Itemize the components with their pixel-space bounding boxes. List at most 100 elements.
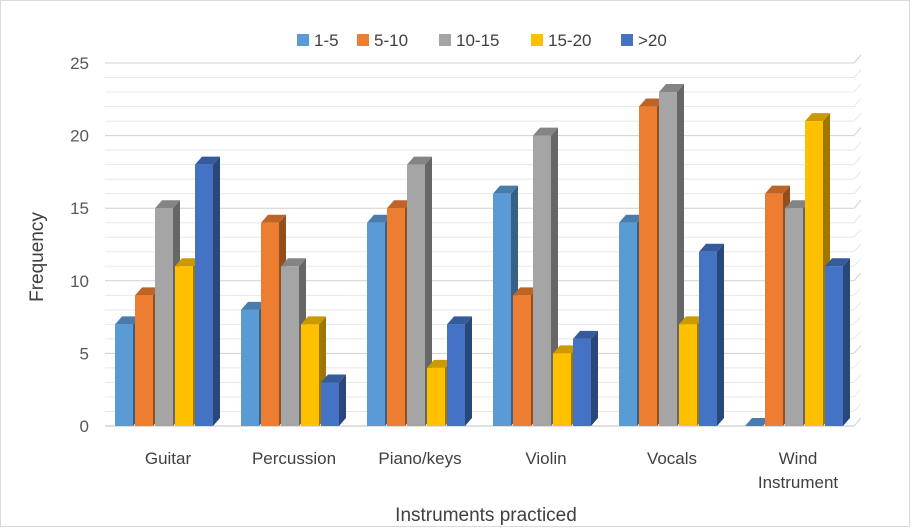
x-axis-labels: Guitar Percussion Piano/keys Violin Vocals Wi… <box>145 449 839 492</box>
bar-front <box>195 164 213 426</box>
bar-top <box>115 316 140 325</box>
x-tick-label: Instrument <box>758 473 839 492</box>
legend-label: >20 <box>638 31 667 50</box>
gridline-depth <box>853 69 862 78</box>
bar-front <box>573 338 591 426</box>
bar-top <box>619 214 644 223</box>
bar-front <box>679 324 697 426</box>
y-tick-label: 0 <box>80 417 89 436</box>
bar-front <box>639 106 657 426</box>
y-tick-label: 20 <box>70 127 89 146</box>
x-tick-label: Vocals <box>647 449 697 468</box>
bar-front <box>765 193 783 426</box>
legend-swatch <box>621 34 633 46</box>
bar <box>321 374 346 426</box>
gridline-depth <box>853 243 862 253</box>
bar-top <box>699 243 724 252</box>
gridline-depth <box>853 214 862 224</box>
bar-top <box>427 359 452 368</box>
bar-front <box>281 266 299 426</box>
gridline-depth <box>853 388 862 398</box>
bar-top <box>493 185 518 194</box>
bar-top <box>785 200 810 209</box>
bar-front <box>493 193 511 426</box>
x-tick-label: Guitar <box>145 449 192 468</box>
bar-front <box>447 324 465 426</box>
legend-label: 15-20 <box>548 31 591 50</box>
bar-front <box>175 266 193 426</box>
x-axis-title: Instruments practiced <box>395 505 577 526</box>
gridline-depth <box>853 228 862 238</box>
legend-label: 5-10 <box>374 31 408 50</box>
legend-item: 1-5 <box>297 31 339 50</box>
gridline-depth <box>853 316 862 325</box>
bar-top <box>573 330 598 339</box>
bar-front <box>407 164 425 426</box>
gridline-depth <box>853 359 862 369</box>
bars <box>115 84 850 426</box>
gridlines <box>105 54 862 427</box>
gridline-depth <box>853 345 862 354</box>
legend-swatch <box>297 34 309 46</box>
gridline-depth <box>853 170 862 180</box>
bar-top <box>241 301 266 310</box>
bar-top <box>805 113 830 122</box>
bar-top <box>407 156 432 165</box>
bar <box>699 243 724 426</box>
gridline-depth <box>853 403 862 412</box>
bar-front <box>261 222 279 426</box>
bar-top <box>387 200 412 209</box>
bar-front <box>533 135 551 426</box>
bar-front <box>367 222 385 426</box>
bar-top <box>195 156 220 165</box>
bar-top <box>765 185 790 194</box>
y-tick-label: 10 <box>70 272 89 291</box>
bar-side <box>591 330 598 426</box>
bar-side <box>425 156 432 426</box>
bar-top <box>261 214 286 223</box>
gridline-depth <box>853 185 862 195</box>
bar-front <box>241 309 259 426</box>
bar-top <box>447 316 472 325</box>
bar-top <box>533 127 558 136</box>
gridline-depth <box>853 272 862 282</box>
legend-item: 15-20 <box>531 31 591 50</box>
bar-side <box>465 316 472 426</box>
bar-front <box>513 295 531 426</box>
x-tick-label: Wind <box>779 449 818 468</box>
legend-item: 10-15 <box>439 31 499 50</box>
bar-top <box>281 258 306 267</box>
gridline-depth <box>853 98 862 107</box>
bar-side <box>843 258 850 426</box>
bar-front <box>825 266 843 426</box>
legend-label: 1-5 <box>314 31 339 50</box>
bar-front <box>427 367 445 426</box>
bar-top <box>321 374 346 383</box>
bar-top <box>825 258 850 267</box>
gridline-depth <box>853 112 862 122</box>
bar-front <box>785 208 803 426</box>
bar-top <box>639 98 664 107</box>
legend: 1-5 5-10 10-15 15-20 >20 <box>297 31 667 50</box>
bar-front <box>387 208 405 426</box>
bar <box>195 156 220 426</box>
legend-swatch <box>439 34 451 46</box>
legend-item: 5-10 <box>357 31 408 50</box>
bar-front <box>659 92 677 426</box>
gridline-depth <box>853 257 862 267</box>
gridline-depth <box>853 417 862 427</box>
bar <box>447 316 472 426</box>
bar-top <box>175 258 200 267</box>
bar-side <box>717 243 724 426</box>
bar-top <box>155 200 180 209</box>
y-axis-ticks: 0 5 10 15 20 25 <box>70 54 89 436</box>
gridline-depth <box>853 330 862 340</box>
bar-side <box>339 374 346 426</box>
bar-top <box>745 418 770 426</box>
bar-top <box>301 316 326 325</box>
x-tick-label: Violin <box>525 449 566 468</box>
legend-label: 10-15 <box>456 31 499 50</box>
x-tick-label: Percussion <box>252 449 336 468</box>
bar-front <box>321 382 339 426</box>
gridline-depth <box>853 127 862 136</box>
